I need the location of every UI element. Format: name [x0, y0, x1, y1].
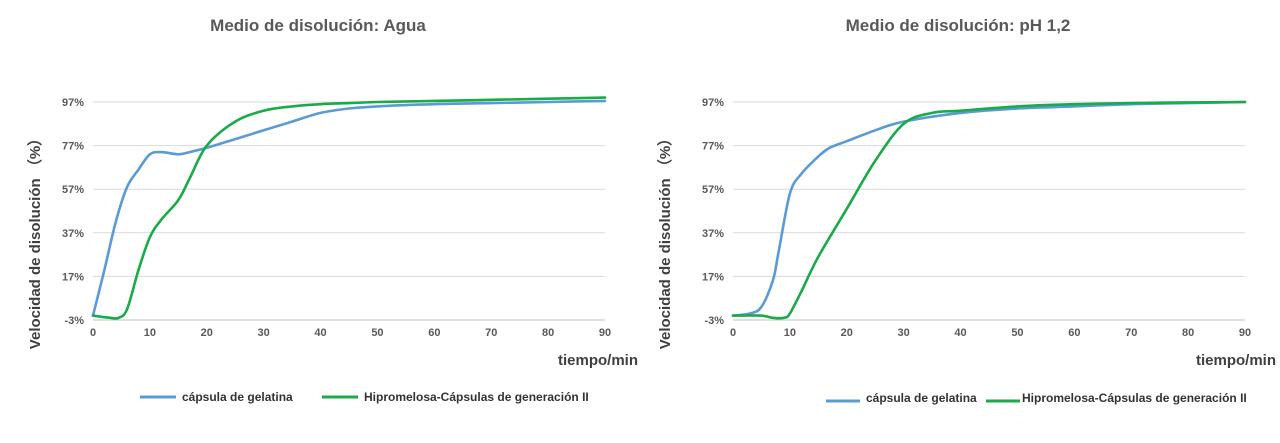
- y-tick-label: 97%: [702, 97, 724, 109]
- x-axis-label: tiempo/min: [1196, 352, 1276, 369]
- y-tick-label: 57%: [702, 184, 724, 196]
- x-tick-label: 70: [485, 327, 497, 339]
- y-axis-label: Velocidad de disolución （%）: [656, 131, 674, 349]
- x-axis-label: tiempo/min: [558, 352, 638, 369]
- x-tick-label: 30: [898, 327, 910, 339]
- legend: cápsula de gelatina Hipromelosa-Cápsulas…: [140, 390, 589, 404]
- x-tick-label: 20: [841, 327, 853, 339]
- x-tick-label: 80: [542, 327, 554, 339]
- x-tick-label: 60: [428, 327, 440, 339]
- legend-label-hpmc: Hipromelosa-Cápsulas de generación II: [364, 390, 589, 404]
- y-tick-label: 37%: [62, 228, 84, 240]
- legend-label-hpmc: Hipromelosa-Cápsulas de generación II: [1022, 391, 1247, 405]
- x-tick-label: 50: [1011, 327, 1023, 339]
- y-tick-label: 17%: [702, 271, 724, 283]
- chart-title: Medio de disolución: pH 1,2: [846, 16, 1071, 35]
- x-tick-label: 10: [144, 327, 156, 339]
- y-tick-label: 17%: [62, 271, 84, 283]
- y-tick-label: 77%: [702, 141, 724, 153]
- chart-ph12: Medio de disolución: pH 1,2 Velocidad de…: [656, 16, 1276, 405]
- chart-agua: Medio de disolución: Agua Velocidad de d…: [26, 16, 638, 404]
- plot-area: -3% 17% 37% 57% 77% 97% 0 10 20 30 40 50 60 70 80 90: [702, 97, 1251, 339]
- x-tick-label: 40: [314, 327, 326, 339]
- x-tick-label: 0: [730, 327, 736, 339]
- x-tick-label: 90: [1239, 327, 1251, 339]
- x-tick-label: 30: [258, 327, 270, 339]
- x-tick-label: 10: [784, 327, 796, 339]
- series-line-gelatin: [731, 100, 1247, 317]
- legend-label-gelatin: cápsula de gelatina: [182, 390, 293, 404]
- series-line-hpmc: [91, 96, 607, 320]
- x-tick-label: 80: [1182, 327, 1194, 339]
- x-tick-label: 70: [1125, 327, 1137, 339]
- x-tick-label: 20: [201, 327, 213, 339]
- y-tick-label: 77%: [62, 141, 84, 153]
- y-tick-label: 97%: [62, 97, 84, 109]
- legend: cápsula de gelatina Hipromelosa-Cápsulas…: [826, 391, 1247, 405]
- x-tick-label: 90: [599, 327, 611, 339]
- chart-title: Medio de disolución: Agua: [210, 16, 426, 35]
- x-tick-label: 60: [1068, 327, 1080, 339]
- series-line-hpmc: [731, 100, 1247, 320]
- x-tick-label: 40: [954, 327, 966, 339]
- y-tick-label: -3%: [64, 315, 84, 327]
- y-tick-label: 57%: [62, 184, 84, 196]
- x-tick-label: 0: [90, 327, 96, 339]
- y-axis-label: Velocidad de disolución （%）: [26, 131, 44, 349]
- x-tick-label: 50: [371, 327, 383, 339]
- legend-label-gelatin: cápsula de gelatina: [866, 391, 977, 405]
- plot-area: -3% 17% 37% 57% 77% 97% 0 10 20 30 40 50 60 70 80 90: [62, 96, 611, 339]
- y-tick-label: -3%: [704, 315, 724, 327]
- series-line-gelatin: [91, 99, 607, 317]
- y-tick-label: 37%: [702, 228, 724, 240]
